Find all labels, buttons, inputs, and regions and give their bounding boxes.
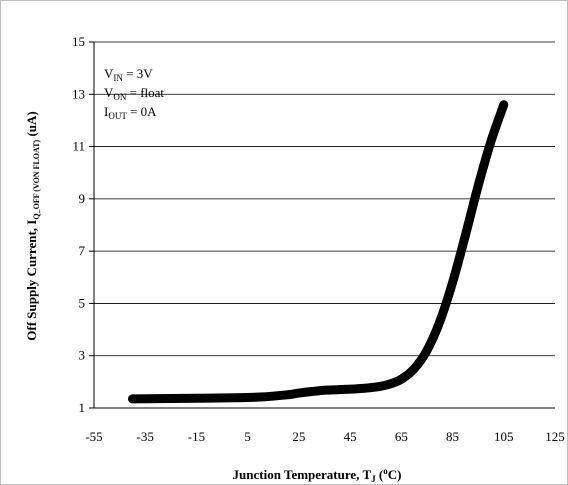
- series-lines: [127, 100, 509, 404]
- x-tick-label: 5: [244, 429, 251, 444]
- y-tick-label: 3: [79, 348, 86, 363]
- gridlines: [94, 41, 555, 357]
- y-tick-label: 7: [79, 243, 86, 258]
- y-tick-label: 9: [79, 191, 86, 206]
- annotation-box: VIN = 3V VON = float IOUT = 0A: [104, 66, 164, 121]
- x-tick-label: 65: [395, 429, 408, 444]
- annotation-von: VON = float: [104, 85, 164, 102]
- x-tick-label: 105: [494, 429, 514, 444]
- series-line-0: [127, 100, 509, 404]
- x-tick-label: -15: [188, 429, 205, 444]
- y-tick-label: 5: [79, 295, 86, 310]
- y-tick-label: 1: [79, 400, 86, 415]
- y-tick-label: 15: [72, 34, 85, 49]
- annotation-iout: IOUT = 0A: [104, 104, 157, 121]
- x-tick-label: 25: [292, 429, 305, 444]
- x-axis-label: Junction Temperature, TJ (oC): [233, 466, 402, 484]
- axes: [89, 41, 555, 409]
- y-axis-label: Off Supply Current, IQ_OFF (VON FLOAT) (…: [24, 111, 41, 341]
- x-tick-label: -55: [85, 429, 102, 444]
- annotation-vin: VIN = 3V: [104, 66, 153, 83]
- x-tick-label: 125: [545, 429, 565, 444]
- x-tick-label: 45: [344, 429, 357, 444]
- y-tick-label: 11: [72, 139, 85, 154]
- x-tick-label: -35: [137, 429, 154, 444]
- x-tick-label: 85: [446, 429, 459, 444]
- x-tick-labels: -55 -35 -15 5 25 45 65 85 105 125: [85, 429, 564, 444]
- y-tick-label: 13: [72, 86, 85, 101]
